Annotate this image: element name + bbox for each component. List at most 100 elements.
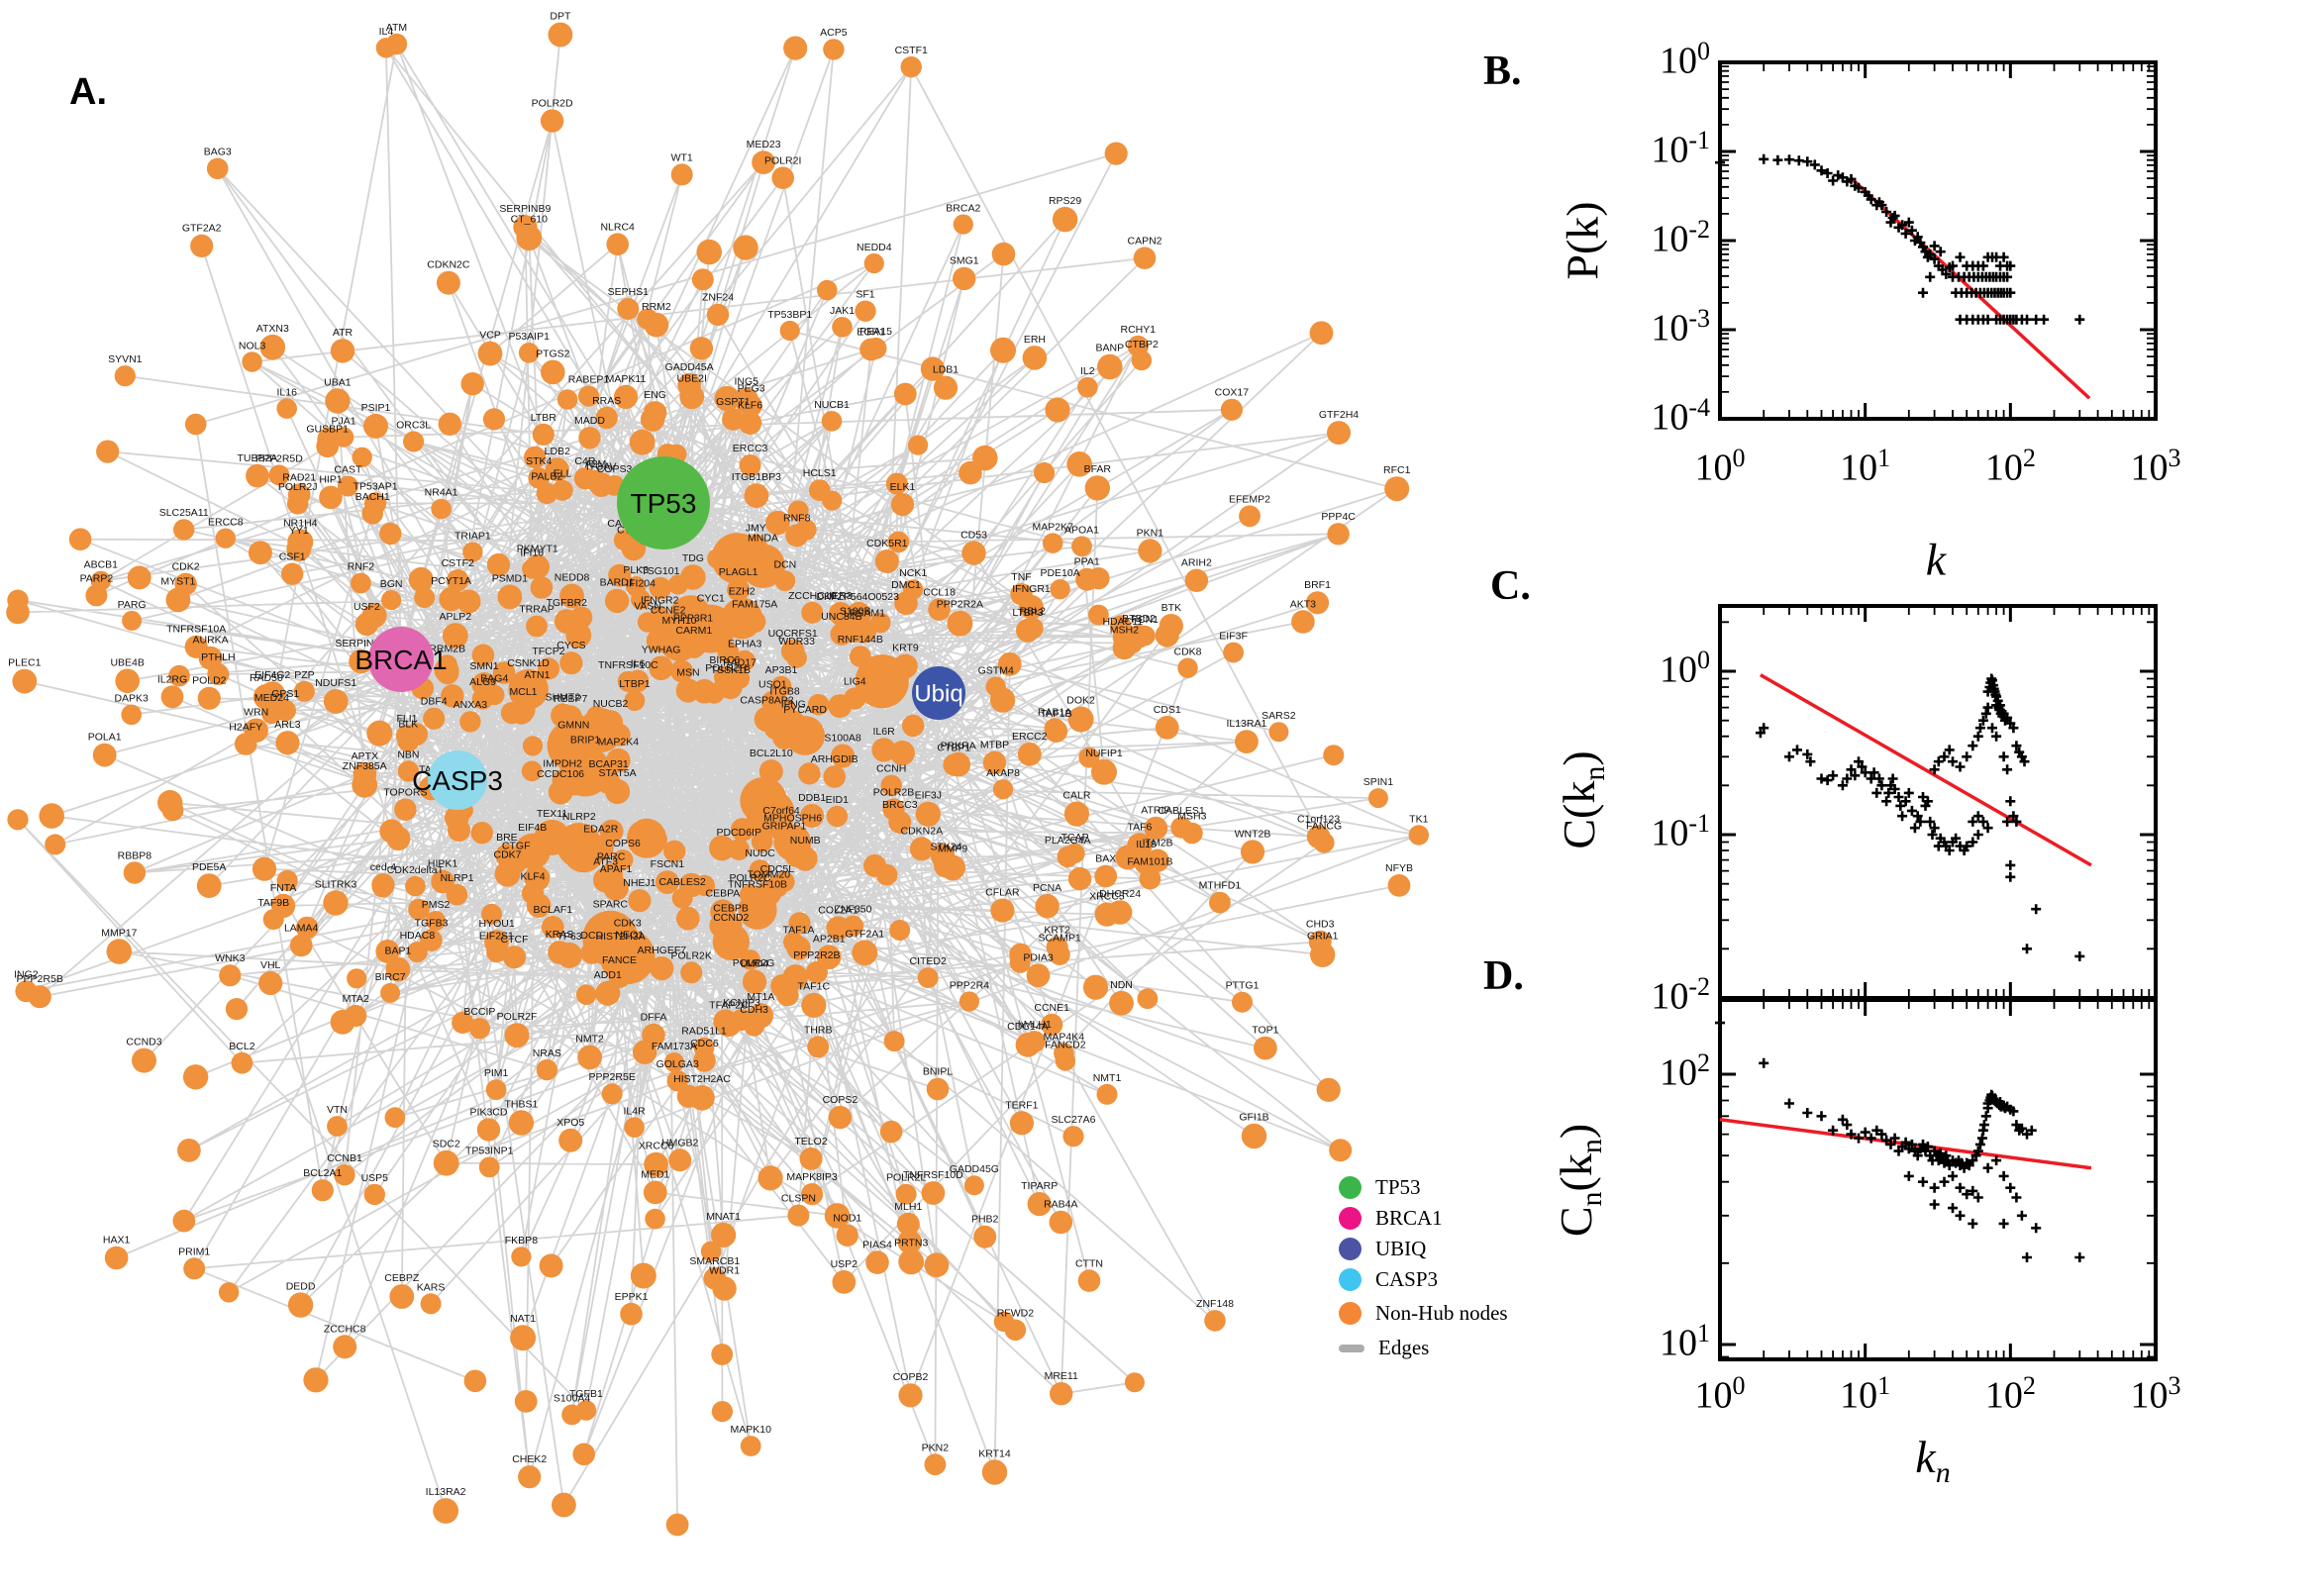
svg-text:FANCG: FANCG <box>1306 821 1342 833</box>
svg-text:LIG4: LIG4 <box>844 676 866 688</box>
svg-text:ARIH2: ARIH2 <box>1181 557 1212 569</box>
svg-text:EZH2: EZH2 <box>729 586 756 598</box>
svg-text:PKMYT1: PKMYT1 <box>517 543 558 554</box>
svg-text:VTN: VTN <box>327 1104 348 1116</box>
svg-text:NRAS: NRAS <box>533 1047 561 1059</box>
svg-text:COPS3: COPS3 <box>597 463 633 475</box>
scatter-points-c <box>1755 673 2085 961</box>
svg-text:IL4R: IL4R <box>624 1106 647 1118</box>
svg-text:CDS1: CDS1 <box>1154 704 1181 716</box>
fit-line-c <box>1760 673 2092 867</box>
svg-text:FNTA: FNTA <box>270 882 297 894</box>
svg-text:ARL3: ARL3 <box>274 719 300 731</box>
svg-text:CDK2deltaT: CDK2deltaT <box>387 864 445 876</box>
svg-text:MAP2K7: MAP2K7 <box>1032 521 1073 533</box>
svg-text:BCL2L10: BCL2L10 <box>750 748 793 759</box>
svg-text:MAPK11: MAPK11 <box>606 373 647 385</box>
svg-text:BTK: BTK <box>1162 602 1181 614</box>
svg-text:BANP: BANP <box>1096 343 1125 354</box>
svg-text:DEDD: DEDD <box>286 1280 316 1292</box>
svg-text:CCNE1: CCNE1 <box>1034 1002 1069 1014</box>
svg-text:FANCE: FANCE <box>602 954 637 966</box>
svg-text:RFWD2: RFWD2 <box>997 1308 1034 1320</box>
svg-text:IL16: IL16 <box>276 386 297 398</box>
svg-text:BRIP1: BRIP1 <box>570 734 601 746</box>
svg-text:PSMD1: PSMD1 <box>492 573 528 585</box>
svg-text:ZNF385A: ZNF385A <box>343 760 387 772</box>
svg-text:TNFRSF10A: TNFRSF10A <box>166 624 226 636</box>
svg-text:BLK: BLK <box>398 719 418 731</box>
svg-text:S100A8: S100A8 <box>824 733 861 745</box>
svg-text:DFFA: DFFA <box>641 1012 667 1024</box>
svg-text:CTBP2: CTBP2 <box>1125 339 1159 350</box>
svg-text:CTCF: CTCF <box>501 934 529 946</box>
svg-text:PIM1: PIM1 <box>484 1067 509 1079</box>
svg-text:GADD45A: GADD45A <box>665 361 714 373</box>
svg-text:CITED2: CITED2 <box>910 955 948 967</box>
svg-text:GADD45G: GADD45G <box>950 1163 999 1175</box>
svg-text:MAPK8IP3: MAPK8IP3 <box>786 1171 838 1183</box>
svg-text:SLC27A6: SLC27A6 <box>1052 1114 1096 1126</box>
svg-text:PZP: PZP <box>294 669 314 681</box>
svg-text:EFEMP2: EFEMP2 <box>1229 493 1270 505</box>
svg-text:PRIM1: PRIM1 <box>178 1246 210 1257</box>
svg-text:SDC2: SDC2 <box>433 1139 460 1150</box>
svg-text:BAP1: BAP1 <box>384 946 411 957</box>
svg-text:NCK1: NCK1 <box>899 567 927 579</box>
svg-text:IL6R: IL6R <box>873 726 896 738</box>
svg-text:CDKN2A: CDKN2A <box>900 825 943 837</box>
svg-text:S100B: S100B <box>840 605 871 617</box>
svg-text:XRCC5: XRCC5 <box>1089 891 1125 903</box>
svg-text:BNIPL: BNIPL <box>923 1066 954 1078</box>
svg-text:EIF3F: EIF3F <box>1219 631 1248 643</box>
hub-node-tp53: TP53 <box>617 456 710 549</box>
svg-text:FAM101B: FAM101B <box>1127 856 1172 868</box>
svg-text:LAMA4: LAMA4 <box>284 923 319 935</box>
svg-text:FCN1: FCN1 <box>1132 614 1160 626</box>
svg-text:NEO1: NEO1 <box>615 929 644 941</box>
svg-text:KARS: KARS <box>417 1281 446 1293</box>
svg-text:BCCIP: BCCIP <box>463 1006 495 1018</box>
svg-text:ELK1: ELK1 <box>890 481 916 493</box>
svg-text:CDC14A: CDC14A <box>1007 1021 1048 1033</box>
svg-text:C4R: C4R <box>574 455 595 467</box>
svg-text:CCND2: CCND2 <box>713 912 749 924</box>
svg-text:POLD2: POLD2 <box>192 675 227 687</box>
svg-text:GUSBP1: GUSBP1 <box>306 423 349 435</box>
scatter-points-d <box>1715 1018 2085 1262</box>
svg-text:CCNE2: CCNE2 <box>651 604 686 616</box>
svg-text:CTBP1: CTBP1 <box>937 743 970 754</box>
svg-text:MMP9: MMP9 <box>938 844 967 855</box>
svg-text:SARS2: SARS2 <box>1262 710 1296 722</box>
svg-text:NEDD8: NEDD8 <box>555 572 590 584</box>
svg-text:HIPK1: HIPK1 <box>428 858 458 870</box>
svg-text:PCNA: PCNA <box>1033 882 1061 894</box>
svg-text:GSPT1: GSPT1 <box>716 396 751 408</box>
svg-text:TNF: TNF <box>1011 571 1031 583</box>
svg-text:CHD3: CHD3 <box>1306 919 1335 931</box>
svg-text:RCHY1: RCHY1 <box>1121 324 1157 336</box>
svg-text:COPS6: COPS6 <box>605 838 641 849</box>
svg-text:MSH3: MSH3 <box>1177 811 1206 823</box>
svg-text:EIF3J: EIF3J <box>915 790 942 802</box>
svg-text:CCND3: CCND3 <box>126 1037 161 1048</box>
svg-text:CT_610: CT_610 <box>511 213 549 225</box>
svg-text:GRIPAP1: GRIPAP1 <box>762 821 807 833</box>
svg-text:RNF2: RNF2 <box>348 561 375 573</box>
svg-text:CSNK1D: CSNK1D <box>507 657 550 669</box>
svg-text:MT1A: MT1A <box>747 991 774 1003</box>
svg-text:MED24: MED24 <box>254 692 289 704</box>
svg-text:RRM2: RRM2 <box>642 301 671 313</box>
svg-text:IFNGR2: IFNGR2 <box>641 594 679 606</box>
svg-text:WNK3: WNK3 <box>215 952 245 964</box>
svg-text:TP53BP1: TP53BP1 <box>767 309 812 321</box>
svg-text:BFAR: BFAR <box>1084 463 1112 475</box>
svg-text:TP63: TP63 <box>556 931 581 943</box>
svg-text:BCLAF1: BCLAF1 <box>533 904 572 916</box>
svg-text:MED1: MED1 <box>641 1169 669 1181</box>
svg-text:ATR: ATR <box>333 327 354 339</box>
svg-text:TNFRSF10B: TNFRSF10B <box>728 879 787 891</box>
svg-text:ATF3: ATF3 <box>593 855 618 867</box>
svg-text:CHEK2: CHEK2 <box>512 1453 547 1465</box>
